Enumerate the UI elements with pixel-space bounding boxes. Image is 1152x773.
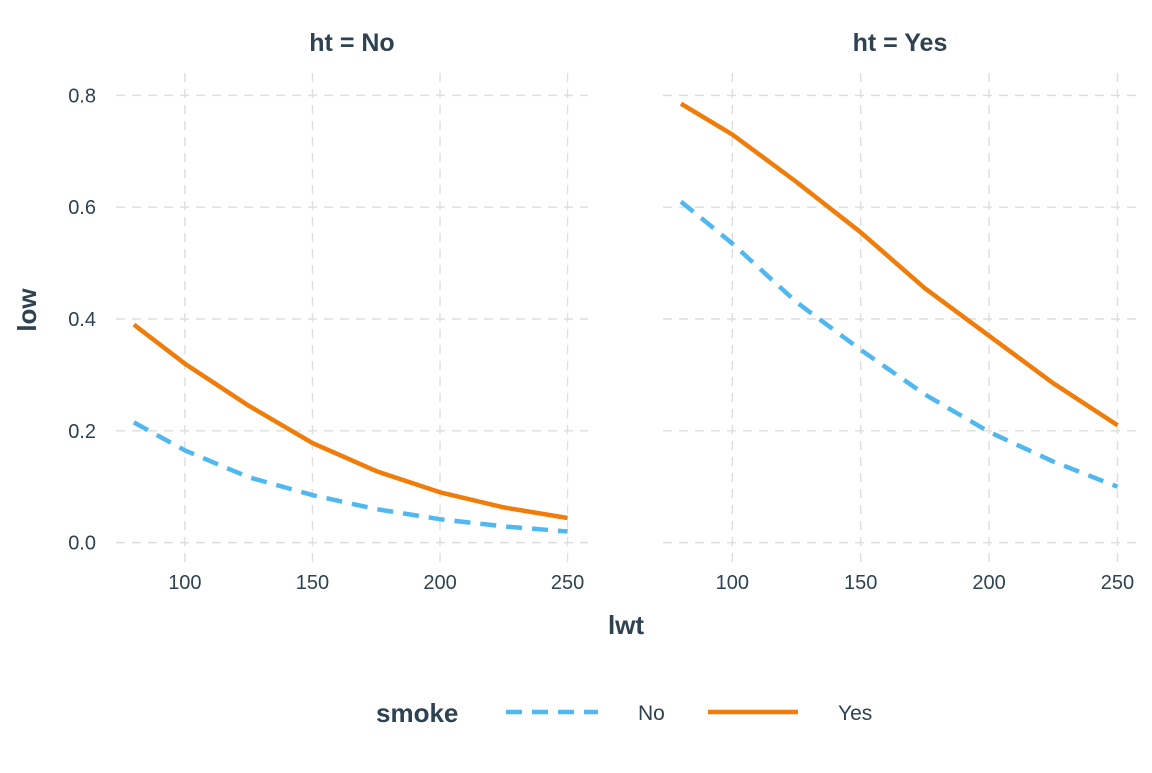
series-line-no-panel-2 — [679, 199, 1119, 489]
y-tick-label: 0.2 — [68, 421, 96, 443]
legend: smoke No Yes — [376, 698, 872, 728]
series-line-yes-panel-1 — [132, 322, 568, 521]
legend-title: smoke — [376, 698, 458, 728]
y-tick-label: 0.0 — [68, 533, 96, 555]
panel-title-ht-yes: ht = Yes — [853, 29, 948, 57]
grid-layer — [116, 73, 1138, 565]
series-layer — [132, 101, 1119, 534]
legend-label-no: No — [638, 702, 665, 725]
x-axis-label: lwt — [608, 610, 644, 640]
x-tick-label: 100 — [716, 572, 749, 594]
x-tick-label: 200 — [423, 572, 456, 594]
series-line-yes-panel-2 — [679, 101, 1119, 428]
x-tick-label: 150 — [844, 572, 877, 594]
panel-title-ht-no: ht = No — [309, 29, 394, 57]
x-tick-label: 250 — [1101, 572, 1134, 594]
y-tick-label: 0.6 — [68, 197, 96, 219]
y-tick-label: 0.8 — [68, 85, 96, 107]
series-line-no-panel-1 — [132, 420, 568, 534]
x-tick-label: 250 — [551, 572, 584, 594]
y-axis-label: low — [12, 288, 42, 332]
x-tick-label: 150 — [296, 572, 329, 594]
tick-labels: 100 150 200 250 100 150 200 250 0.0 0.2 0.4 0.6 0.8 — [68, 85, 1134, 594]
y-tick-label: 0.4 — [68, 309, 96, 331]
legend-label-yes: Yes — [838, 702, 872, 725]
x-tick-label: 100 — [168, 572, 201, 594]
x-tick-label: 200 — [972, 572, 1005, 594]
